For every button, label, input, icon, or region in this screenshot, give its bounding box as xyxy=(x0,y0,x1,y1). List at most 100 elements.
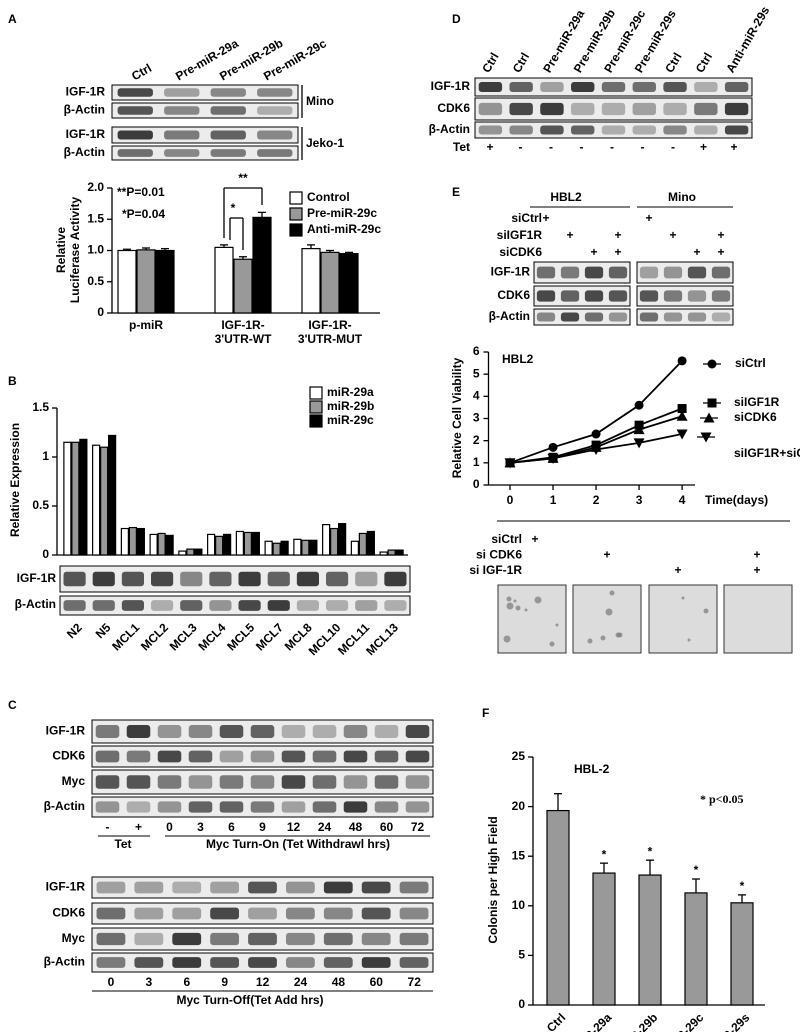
blot-band xyxy=(281,725,306,738)
condition-label: siCtrl xyxy=(491,532,522,546)
blot-band xyxy=(250,801,275,813)
x-axis-label: Time(days) xyxy=(705,493,768,507)
bar xyxy=(165,534,174,556)
panel-letter: D xyxy=(452,12,461,26)
bar xyxy=(395,549,404,556)
blot-band xyxy=(164,106,200,115)
bar xyxy=(330,527,339,556)
blot-band xyxy=(361,881,391,894)
legend-label: Control xyxy=(307,190,350,204)
marker xyxy=(677,356,687,366)
y-tick-label: 15 xyxy=(512,848,526,862)
blot-band xyxy=(560,290,580,302)
blot-band xyxy=(172,881,202,894)
blot-band xyxy=(126,750,151,763)
x-tick-label: MCL10 xyxy=(306,620,344,658)
x-tick-label: 1 xyxy=(550,493,557,507)
blot-band xyxy=(250,775,275,789)
error-bar xyxy=(123,248,131,251)
blot-strip xyxy=(533,308,631,326)
chart-title: HBL2 xyxy=(502,352,534,366)
blot-band xyxy=(157,750,182,763)
blot-band xyxy=(95,750,120,763)
blot-band xyxy=(632,125,656,135)
blot-band xyxy=(157,725,182,738)
blot-band xyxy=(326,600,349,611)
legend-label: miR-29a xyxy=(327,385,374,399)
blot-band xyxy=(172,932,202,946)
error-bar xyxy=(326,249,334,253)
blot-band xyxy=(209,600,232,611)
row-label: CDK6 xyxy=(52,749,85,763)
legend-label: miR-29c xyxy=(327,413,374,427)
blot-band xyxy=(210,130,246,140)
annotation: *P=0.04 xyxy=(122,207,165,221)
plus-sign: + xyxy=(674,563,681,577)
lane-label: 9 xyxy=(221,975,228,989)
lane-label: 60 xyxy=(370,975,384,989)
plus-sign: + xyxy=(614,228,621,242)
bar xyxy=(301,248,321,314)
tet-sign: + xyxy=(486,140,493,154)
blot-band xyxy=(384,571,407,587)
blot-band xyxy=(180,571,203,587)
marker xyxy=(548,442,558,452)
panel-letter: F xyxy=(482,706,489,720)
y-tick-label: 0 xyxy=(473,477,480,491)
row-label: IGF-1R xyxy=(431,79,471,93)
marker xyxy=(633,424,645,435)
blot-band xyxy=(711,290,731,302)
panel-letter: C xyxy=(8,698,17,712)
blot-band xyxy=(571,102,595,116)
bar xyxy=(366,530,375,556)
lane-label: Ctrl xyxy=(693,50,715,75)
cell-label: Jeko-1 xyxy=(306,136,344,150)
tet-sign: + xyxy=(730,140,737,154)
row-label: IGF-1R xyxy=(491,265,531,279)
y-tick-label: 6 xyxy=(473,344,480,358)
blot-band xyxy=(694,125,718,135)
annotation: * xyxy=(231,201,236,215)
blot-band xyxy=(257,149,293,157)
colony xyxy=(609,590,615,596)
marker xyxy=(504,458,516,469)
condition-label: siIGF1R xyxy=(497,228,543,242)
blot-band xyxy=(188,775,213,789)
bar xyxy=(79,438,88,556)
blot-band xyxy=(151,571,174,587)
y-tick-label: 5 xyxy=(518,948,525,962)
bar xyxy=(117,249,137,314)
annotation: **P=0.01 xyxy=(117,185,165,199)
annotation: * p<0.05 xyxy=(700,792,744,806)
blot-band xyxy=(157,801,182,813)
error-bar xyxy=(142,247,150,250)
blot-band xyxy=(250,725,275,738)
significance: * xyxy=(602,847,607,861)
condition-label: siCtrl xyxy=(511,211,542,225)
panel-letter: B xyxy=(8,374,17,388)
bar xyxy=(120,527,129,556)
row-label: β-Actin xyxy=(44,799,85,813)
y-tick-label: 1.5 xyxy=(32,400,49,414)
x-tick-label: 3 xyxy=(636,493,643,507)
blot-band xyxy=(343,801,368,813)
blot-band xyxy=(663,312,683,322)
blot-band xyxy=(117,149,153,157)
blot-band xyxy=(312,725,337,738)
blot-band xyxy=(663,102,687,116)
colony xyxy=(587,638,593,644)
blot-band xyxy=(285,932,315,946)
colony xyxy=(534,596,542,604)
blot-band xyxy=(663,266,683,279)
blot-band xyxy=(639,266,659,279)
x-tick-label: p-miR xyxy=(129,318,163,332)
blot-band xyxy=(219,775,244,789)
legend-swatch xyxy=(289,223,303,237)
tet-sign: - xyxy=(671,140,675,154)
bar xyxy=(379,551,388,556)
marker xyxy=(591,429,601,439)
blot-band xyxy=(724,81,749,93)
lane-label: 24 xyxy=(294,975,308,989)
blot-band xyxy=(96,957,126,968)
blot-band xyxy=(95,775,120,789)
